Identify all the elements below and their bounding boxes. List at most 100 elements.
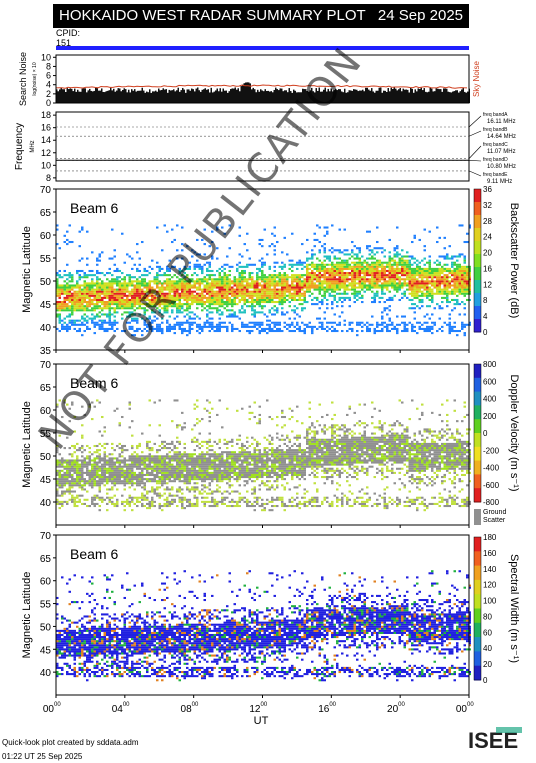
power-cell: [451, 263, 454, 266]
power-cell: [341, 292, 344, 295]
power-cell: [183, 296, 186, 299]
velocity-cell: [118, 465, 121, 468]
velocity-cell: [101, 498, 104, 501]
power-cell: [238, 290, 241, 293]
power-cell: [211, 280, 214, 283]
power-cell: [158, 294, 161, 297]
velocity-cell: [111, 496, 114, 499]
power-cell: [468, 290, 471, 293]
power-cell: [468, 292, 471, 295]
power-cell: [271, 321, 274, 324]
power-cell: [258, 278, 261, 281]
power-cell: [241, 282, 244, 285]
power-cell: [123, 288, 126, 291]
power-cell: [456, 255, 459, 258]
power-cell: [256, 272, 259, 275]
power-cell: [208, 265, 211, 268]
velocity-cell: [58, 502, 61, 505]
velocity-cell: [186, 473, 189, 477]
power-cell: [151, 311, 154, 314]
search-noise-bar: [185, 92, 187, 103]
velocity-cell: [56, 405, 59, 408]
power-cell: [98, 253, 101, 256]
power-cell: [241, 274, 244, 277]
velocity-cell: [131, 461, 134, 464]
power-cell: [136, 288, 139, 291]
power-cell: [163, 311, 166, 314]
frequency-band-value: 11.07 MHz: [487, 149, 516, 155]
power-cell: [338, 263, 341, 266]
power-cell: [388, 298, 391, 302]
power-cell: [91, 288, 94, 291]
search-noise-bar: [132, 90, 134, 103]
power-cell: [216, 296, 219, 299]
power-cell: [226, 309, 229, 312]
power-cell: [408, 261, 411, 264]
power-cell: [123, 286, 126, 289]
power-cell: [288, 294, 291, 297]
power-cell: [393, 274, 396, 277]
power-cell: [168, 278, 171, 281]
power-cell: [83, 323, 86, 326]
power-cell: [363, 261, 366, 264]
power-cell: [286, 284, 289, 287]
velocity-cell: [173, 494, 176, 497]
power-cell: [88, 290, 91, 293]
velocity-cell: [106, 480, 109, 483]
velocity-cell: [68, 488, 71, 491]
power-cell: [196, 238, 199, 241]
velocity-cell: [156, 467, 159, 470]
velocity-cell: [176, 473, 179, 477]
power-cell: [411, 288, 414, 291]
power-cell: [193, 296, 196, 299]
power-cell: [438, 288, 441, 291]
power-cell: [463, 332, 466, 335]
velocity-cell: [71, 484, 74, 487]
power-cell: [103, 327, 106, 330]
power-cell: [343, 249, 346, 252]
power-cell: [268, 245, 271, 248]
power-cell: [381, 276, 384, 279]
power-cell: [421, 282, 424, 285]
power-cell: [363, 259, 366, 262]
power-cell: [126, 298, 129, 302]
power-cell: [261, 276, 264, 279]
velocity-cell: [168, 459, 171, 462]
velocity-cell: [126, 473, 129, 477]
velocity-cell: [161, 463, 164, 466]
power-cell: [326, 298, 329, 302]
power-cell: [166, 321, 169, 324]
power-cell: [68, 305, 71, 308]
velocity-cell: [101, 500, 104, 503]
power-cell: [468, 272, 471, 275]
power-cell: [308, 282, 311, 285]
power-cell: [326, 290, 329, 293]
power-cell: [106, 284, 109, 287]
velocity-cell: [156, 482, 159, 485]
power-cell: [413, 284, 416, 287]
power-cell: [131, 296, 134, 299]
power-cell: [218, 282, 221, 285]
velocity-cell: [88, 473, 91, 477]
velocity-cell: [146, 469, 149, 472]
power-cell: [196, 253, 199, 256]
power-cell: [88, 296, 91, 299]
velocity-cell: [141, 471, 144, 474]
power-cell: [103, 329, 106, 333]
power-cell: [331, 321, 334, 324]
velocity-cell: [96, 467, 99, 470]
power-cell: [441, 267, 444, 270]
velocity-cell: [133, 457, 136, 460]
power-cell: [58, 284, 61, 287]
power-cell: [113, 298, 116, 302]
power-cell: [151, 292, 154, 295]
power-cell: [226, 278, 229, 281]
search-noise-bar: [110, 87, 112, 103]
power-cell: [101, 325, 104, 328]
velocity-cell: [101, 463, 104, 466]
velocity-cell: [158, 480, 161, 483]
power-cell: [238, 317, 241, 320]
power-cell: [188, 261, 191, 264]
power-cell: [236, 290, 239, 293]
power-cell: [323, 272, 326, 275]
